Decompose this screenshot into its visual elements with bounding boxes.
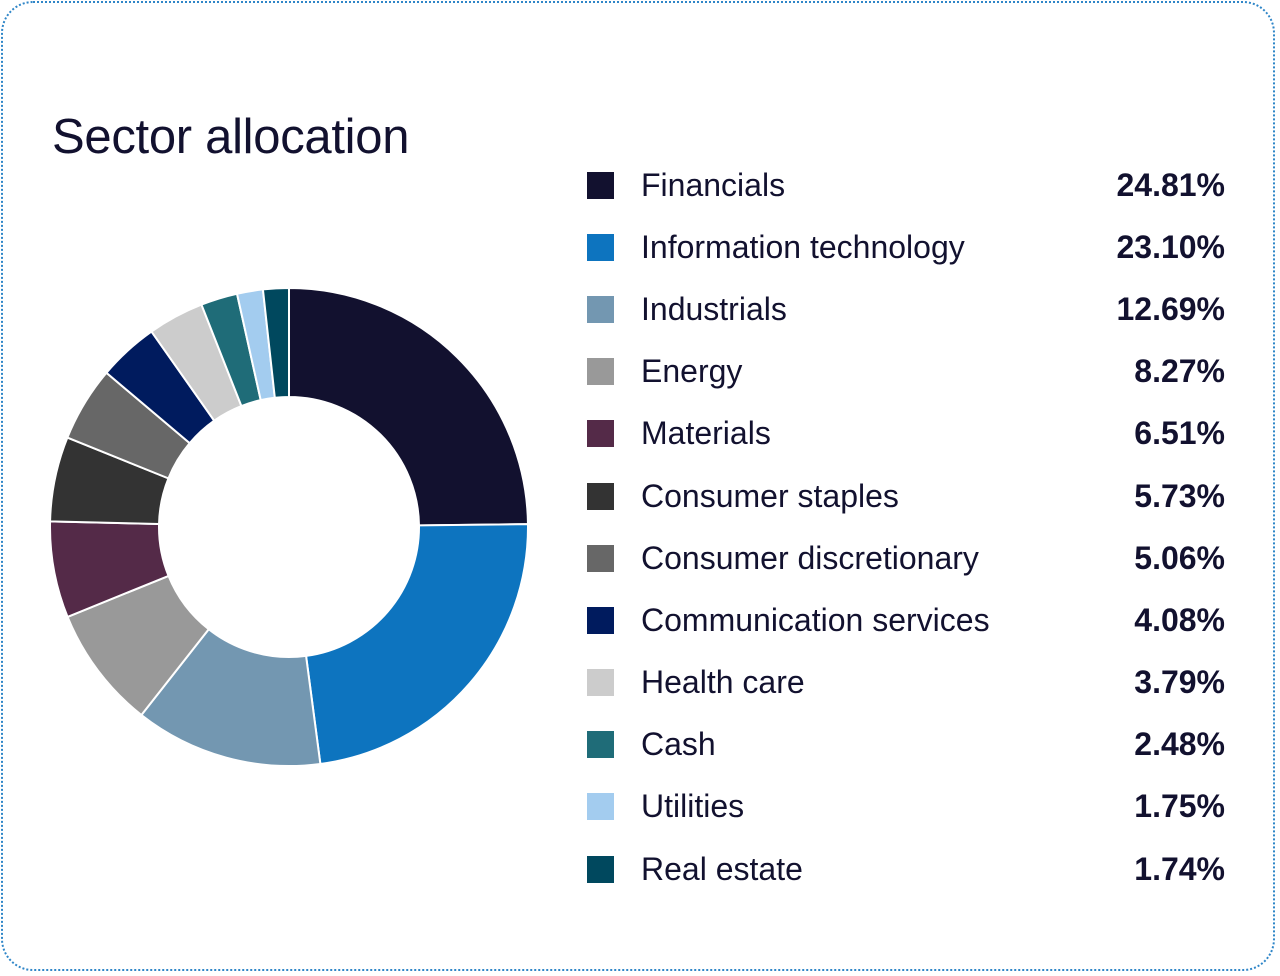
legend-item-health-care: Health care 3.79% [587, 652, 1229, 714]
legend-swatch [587, 606, 614, 634]
legend-label: Industrials [641, 290, 787, 327]
legend-value: 4.08% [1134, 601, 1225, 638]
legend-value: 23.10% [1116, 228, 1225, 265]
legend-item-cash: Cash 2.48% [587, 714, 1229, 776]
legend-value: 2.48% [1134, 726, 1225, 763]
legend-item-financials: Financials 24.81% [587, 154, 1229, 216]
legend-swatch [587, 233, 614, 261]
legend-value: 8.27% [1134, 353, 1225, 390]
legend-label: Consumer staples [641, 477, 899, 514]
legend-swatch [587, 420, 614, 448]
legend-swatch [587, 544, 614, 572]
legend-swatch [587, 171, 614, 199]
chart-title: Sector allocation [52, 110, 410, 164]
legend-label: Cash [641, 726, 716, 763]
legend-swatch [587, 793, 614, 821]
legend-value: 5.06% [1134, 539, 1225, 576]
legend-value: 1.75% [1134, 788, 1225, 825]
legend-label: Real estate [641, 850, 803, 887]
legend-swatch [587, 482, 614, 510]
legend-value: 12.69% [1116, 290, 1225, 327]
legend-item-communication-services: Communication services 4.08% [587, 589, 1229, 651]
legend-swatch [587, 295, 614, 323]
legend-label: Information technology [641, 228, 965, 265]
legend-item-consumer-staples: Consumer staples 5.73% [587, 465, 1229, 527]
legend-swatch [587, 855, 614, 883]
legend-item-materials: Materials 6.51% [587, 403, 1229, 465]
donut-slice-real-estate [261, 287, 290, 399]
legend-value: 5.73% [1134, 477, 1225, 514]
legend-item-consumer-discretionary: Consumer discretionary 5.06% [587, 527, 1229, 589]
legend-value: 6.51% [1134, 415, 1225, 452]
legend-item-real-estate: Real estate 1.74% [587, 838, 1229, 900]
legend-label: Consumer discretionary [641, 539, 979, 576]
legend-item-industrials: Industrials 12.69% [587, 278, 1229, 340]
legend-label: Utilities [641, 788, 745, 825]
legend-label: Energy [641, 353, 743, 390]
legend-label: Communication services [641, 601, 990, 638]
legend-label: Materials [641, 415, 771, 452]
legend-value: 3.79% [1134, 664, 1225, 701]
legend-item-utilities: Utilities 1.75% [587, 776, 1229, 838]
donut-chart [49, 287, 529, 767]
legend-value: 24.81% [1116, 166, 1225, 203]
legend-swatch [587, 669, 614, 697]
legend-value: 1.74% [1134, 850, 1225, 887]
legend-swatch [587, 358, 614, 386]
legend-label: Health care [641, 664, 805, 701]
legend-label: Financials [641, 166, 786, 203]
legend-swatch [587, 731, 614, 759]
legend-item-energy: Energy 8.27% [587, 341, 1229, 403]
legend: Financials 24.81% Information technology 23… [587, 154, 1229, 900]
donut-slice-information-technology [304, 523, 529, 766]
donut-slice-financials [288, 287, 529, 527]
legend-item-information-technology: Information technology 23.10% [587, 216, 1229, 278]
